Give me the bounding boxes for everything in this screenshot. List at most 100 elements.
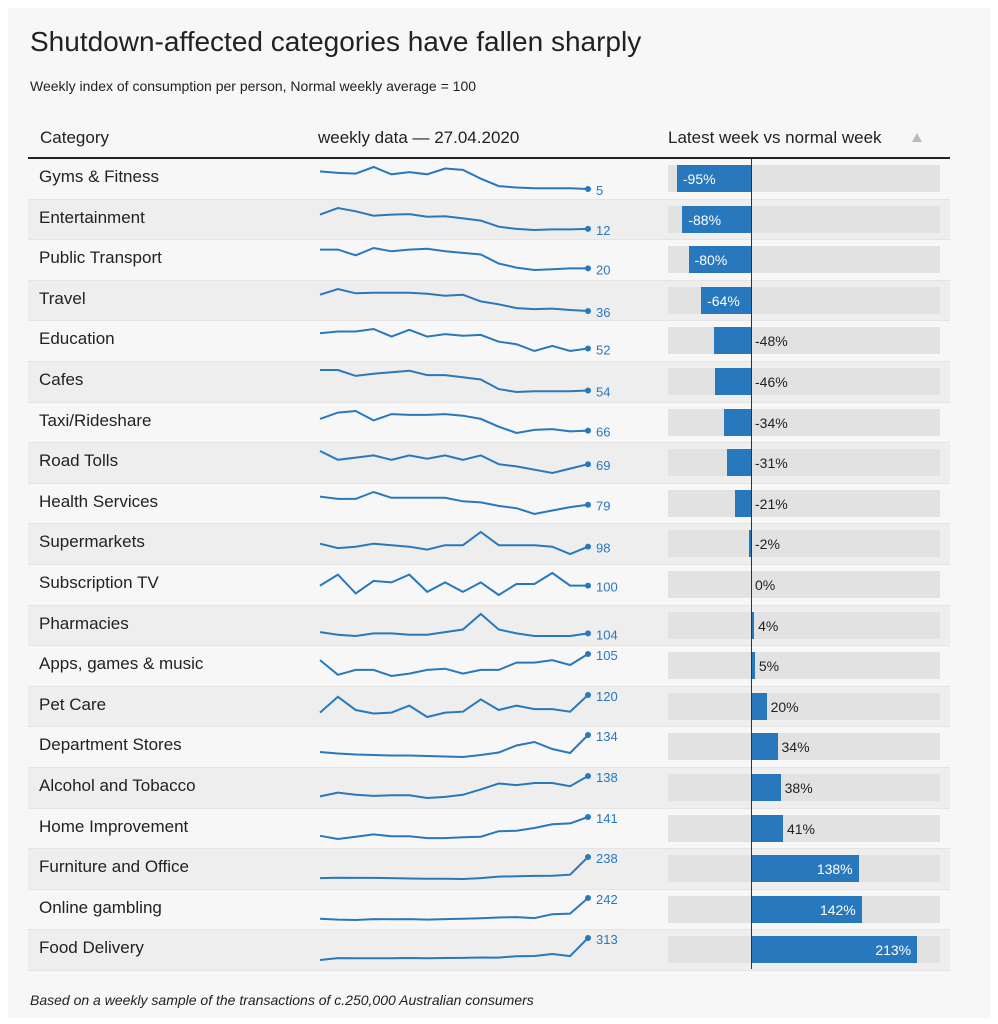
table-row: Cafes 54 -46% — [28, 361, 950, 403]
sparkline-path — [319, 165, 589, 190]
sparkline: 104 — [319, 612, 618, 642]
change-label: -46% — [755, 373, 788, 390]
sparkline-value-label: 36 — [596, 305, 610, 320]
column-header-weekly-data[interactable]: weekly data — 27.04.2020 — [318, 128, 520, 147]
change-bar[interactable] — [751, 692, 767, 720]
sparkline: 120 — [319, 689, 618, 718]
table-row: Health Services 79 -21% — [28, 483, 950, 525]
sparkline-end-point — [585, 345, 591, 352]
change-bar[interactable] — [751, 895, 862, 923]
change-bar[interactable] — [676, 165, 751, 192]
change-bar[interactable] — [682, 205, 751, 233]
change-label: 0% — [755, 576, 776, 593]
chart-title: Shutdown-affected categories have fallen… — [30, 26, 642, 57]
bar-track — [668, 570, 940, 598]
column-header-category[interactable]: Category — [40, 128, 109, 147]
sparkline: 54 — [320, 368, 610, 400]
category-table: Gyms & Fitness 5 -95% Entertainment 12 -88% Pu… — [28, 159, 950, 971]
change-bar[interactable] — [751, 611, 755, 639]
table-row: Education 52 -48% — [28, 321, 950, 362]
sparkline-end-point — [585, 427, 591, 434]
sparkline: 100 — [319, 571, 618, 597]
sparkline-value-label: 5 — [596, 183, 603, 198]
sparkline-path — [319, 612, 589, 637]
category-label: Home Improvement — [39, 816, 189, 836]
category-label: Food Delivery — [39, 938, 144, 958]
category-label: Taxi/Rideshare — [39, 410, 152, 430]
sparkline: 313 — [319, 932, 618, 962]
sparkline-end-point — [585, 307, 591, 314]
change-bar[interactable] — [751, 814, 783, 842]
sparkline-end-point — [585, 854, 591, 861]
sparkline-path — [319, 734, 589, 759]
sparkline-value-label: 104 — [596, 627, 618, 642]
change-label: -34% — [755, 414, 788, 431]
bar-track — [668, 489, 940, 517]
table-row: Home Improvement 141 41% — [28, 808, 950, 850]
change-bar[interactable] — [713, 327, 751, 355]
zero-baseline — [751, 159, 752, 969]
change-bar[interactable] — [751, 652, 755, 680]
change-bar[interactable] — [749, 530, 752, 558]
sparkline-path — [319, 815, 589, 840]
sparkline-end-point — [585, 651, 591, 658]
table-row: Furniture and Office 238 138% — [28, 849, 950, 890]
change-bar[interactable] — [715, 367, 751, 395]
change-bar[interactable] — [726, 449, 751, 477]
category-label: Travel — [39, 288, 86, 308]
table-row: Entertainment 12 -88% — [28, 199, 950, 241]
change-bar[interactable] — [751, 936, 918, 964]
bar-track — [668, 367, 940, 395]
change-label: 20% — [770, 698, 799, 715]
change-label: 38% — [784, 779, 813, 796]
header-divider — [28, 157, 950, 159]
category-label: Health Services — [39, 491, 159, 511]
sparkline-value-label: 242 — [596, 892, 618, 907]
table-row: Gyms & Fitness 5 -95% — [28, 159, 950, 200]
sparkline-value-label: 313 — [596, 932, 618, 947]
sparkline-value-label: 100 — [596, 580, 618, 595]
sparkline-path — [319, 409, 589, 434]
sparkline: 134 — [319, 729, 618, 759]
table-row: Apps, games & music 105 5% — [28, 646, 950, 687]
sparkline: 105 — [319, 648, 618, 678]
sparkline-path — [320, 247, 588, 272]
change-bar[interactable] — [751, 855, 859, 883]
sparkline-path — [319, 693, 589, 718]
sparkline-path — [319, 450, 589, 475]
column-header-latest-week[interactable]: Latest week vs normal week — [668, 128, 882, 147]
sparkline-end-point — [585, 629, 591, 636]
sparkline: 79 — [319, 490, 610, 515]
change-label: 138% — [816, 861, 853, 878]
sparkline: 141 — [319, 811, 618, 840]
category-label: Education — [39, 329, 115, 349]
change-label: -2% — [755, 536, 780, 553]
table-row: Public Transport 20 -80% — [28, 240, 950, 281]
sparkline-end-point — [585, 813, 591, 820]
sort-ascending-icon[interactable] — [912, 133, 922, 142]
sparkline-end-point — [585, 225, 591, 232]
footnote: Based on a weekly sample of the transact… — [30, 992, 534, 1008]
change-bar[interactable] — [751, 773, 781, 801]
change-bar[interactable] — [701, 286, 751, 314]
change-label: -31% — [755, 455, 788, 472]
category-label: Subscription TV — [39, 572, 159, 592]
change-bar[interactable] — [688, 246, 751, 274]
change-label: 41% — [786, 820, 815, 837]
category-label: Public Transport — [39, 248, 162, 268]
sparkline-path — [319, 896, 589, 921]
table-row: Online gambling 242 142% — [28, 889, 950, 931]
sparkline-value-label: 120 — [596, 689, 618, 704]
change-bar[interactable] — [751, 733, 778, 761]
change-bar[interactable] — [724, 408, 751, 436]
sparkline-value-label: 238 — [596, 851, 618, 866]
change-label: 34% — [781, 739, 810, 756]
sparkline-end-point — [585, 691, 591, 698]
change-label: 4% — [758, 617, 779, 634]
change-label: -88% — [688, 211, 722, 228]
category-label: Road Tolls — [39, 451, 119, 471]
change-bar[interactable] — [734, 489, 751, 517]
sparkline-path — [319, 328, 589, 353]
sparkline-path — [319, 531, 589, 556]
bar-track — [668, 611, 940, 639]
